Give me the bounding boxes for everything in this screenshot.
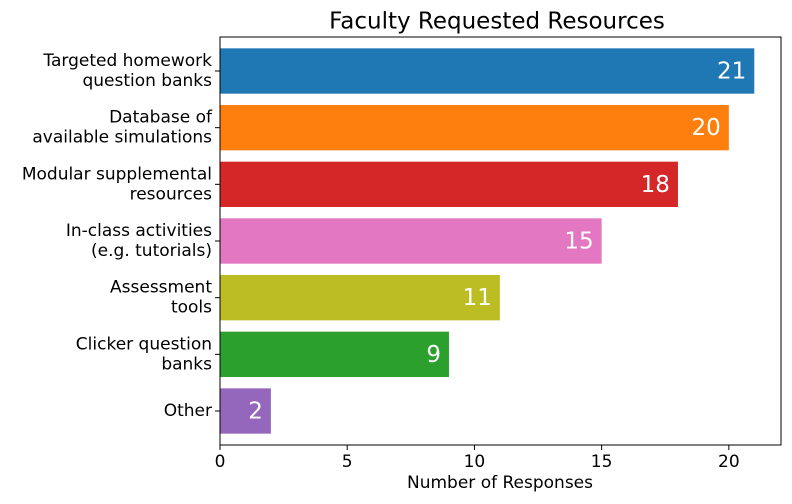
value-label: 20 bbox=[692, 115, 721, 141]
bar bbox=[220, 161, 678, 207]
value-label: 15 bbox=[564, 229, 593, 255]
bar bbox=[220, 331, 449, 377]
x-axis-label: Number of Responses bbox=[407, 473, 593, 493]
x-tick-label: 0 bbox=[215, 452, 226, 472]
value-label: 21 bbox=[717, 59, 746, 85]
x-tick-label: 20 bbox=[718, 452, 740, 472]
bar bbox=[220, 105, 729, 151]
bar bbox=[220, 275, 500, 321]
plot-frame bbox=[219, 36, 782, 446]
y-tick-label: Database of available simulations bbox=[32, 108, 213, 148]
value-label: 11 bbox=[463, 285, 492, 311]
bar bbox=[220, 218, 602, 264]
bar bbox=[220, 388, 271, 434]
y-tick-label: Clicker question banks bbox=[76, 334, 212, 374]
y-tick-label: Targeted homework question banks bbox=[42, 51, 212, 91]
value-label: 2 bbox=[248, 399, 263, 425]
y-tick-label: In-class activities (e.g. tutorials) bbox=[66, 221, 212, 261]
y-tick-label: Modular supplemental resources bbox=[22, 164, 212, 204]
x-tick-label: 5 bbox=[342, 452, 353, 472]
chart-title: Faculty Requested Resources bbox=[329, 9, 665, 35]
x-tick-label: 10 bbox=[464, 452, 486, 472]
value-label: 9 bbox=[426, 342, 441, 368]
y-tick-label: Assessment tools bbox=[110, 278, 212, 318]
value-label: 18 bbox=[641, 172, 670, 198]
y-tick-label: Other bbox=[164, 401, 212, 421]
bar bbox=[220, 48, 755, 94]
x-tick-label: 15 bbox=[591, 452, 613, 472]
